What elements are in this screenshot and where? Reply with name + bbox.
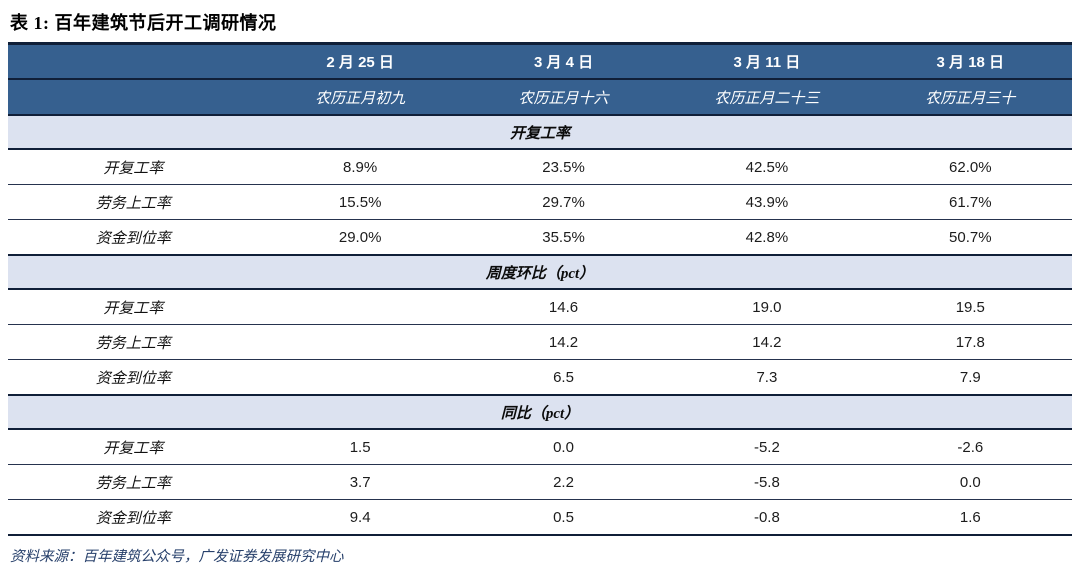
cell-value: 19.0 <box>665 289 869 325</box>
row-label: 劳务上工率 <box>8 184 259 220</box>
lunar-header: 农历正月初九 <box>258 79 462 116</box>
cell-value <box>258 289 462 325</box>
table-row: 劳务上工率 3.7 2.2 -5.8 0.0 <box>8 464 1072 500</box>
source-note: 资料来源：百年建筑公众号，广发证券发展研究中心 <box>10 549 344 565</box>
date-header: 2 月 25 日 <box>258 43 462 80</box>
cell-value: 35.5% <box>461 219 666 256</box>
cell-value: -0.8 <box>665 499 869 536</box>
row-label: 资金到位率 <box>8 499 259 536</box>
date-header: 3 月 18 日 <box>868 43 1072 80</box>
cell-value: -5.2 <box>665 429 869 465</box>
cell-value: 9.4 <box>258 499 462 536</box>
date-header-row: 2 月 25 日 3 月 4 日 3 月 11 日 3 月 18 日 <box>8 43 1072 80</box>
table-row: 资金到位率 9.4 0.5 -0.8 1.6 <box>8 499 1072 536</box>
cell-value <box>258 324 462 360</box>
row-label: 资金到位率 <box>8 219 259 256</box>
lunar-header: 农历正月三十 <box>868 79 1072 116</box>
cell-value: 14.2 <box>665 324 869 360</box>
table-row: 开复工率 1.5 0.0 -5.2 -2.6 <box>8 429 1072 465</box>
table-row: 资金到位率 29.0% 35.5% 42.8% 50.7% <box>8 219 1072 256</box>
row-label: 开复工率 <box>8 149 259 185</box>
cell-value: 23.5% <box>461 149 666 185</box>
cell-value: 42.5% <box>665 149 869 185</box>
cell-value: 7.3 <box>665 359 869 396</box>
cell-value: 62.0% <box>868 149 1072 185</box>
section-header: 开复工率 <box>8 114 1072 150</box>
table-row: 开复工率 8.9% 23.5% 42.5% 62.0% <box>8 149 1072 185</box>
survey-table: 2 月 25 日 3 月 4 日 3 月 11 日 3 月 18 日 农历正月初… <box>8 42 1072 536</box>
cell-value: 6.5 <box>461 359 666 396</box>
cell-value: 29.0% <box>258 219 462 256</box>
section-header: 周度环比（pct） <box>8 254 1072 290</box>
lunar-header: 农历正月十六 <box>461 79 666 116</box>
cell-value: 14.2 <box>461 324 666 360</box>
table-title: 表 1: 百年建筑节后开工调研情况 <box>10 13 277 33</box>
date-header: 3 月 4 日 <box>461 43 666 80</box>
corner-cell <box>8 79 259 116</box>
cell-value: 7.9 <box>868 359 1072 396</box>
cell-value: 1.5 <box>258 429 462 465</box>
section-header-row: 周度环比（pct） <box>8 254 1072 290</box>
cell-value: 3.7 <box>258 464 462 500</box>
cell-value: 0.5 <box>461 499 666 536</box>
cell-value: 2.2 <box>461 464 666 500</box>
section-header: 同比（pct） <box>8 394 1072 430</box>
cell-value: 14.6 <box>461 289 666 325</box>
table-row: 劳务上工率 15.5% 29.7% 43.9% 61.7% <box>8 184 1072 220</box>
row-label: 开复工率 <box>8 289 259 325</box>
cell-value: 61.7% <box>868 184 1072 220</box>
row-label: 开复工率 <box>8 429 259 465</box>
cell-value: -5.8 <box>665 464 869 500</box>
section-header-row: 开复工率 <box>8 114 1072 150</box>
row-label: 劳务上工率 <box>8 324 259 360</box>
table-row: 劳务上工率 14.2 14.2 17.8 <box>8 324 1072 360</box>
cell-value: 43.9% <box>665 184 869 220</box>
table-row: 资金到位率 6.5 7.3 7.9 <box>8 359 1072 396</box>
corner-cell <box>8 43 259 80</box>
lunar-header-row: 农历正月初九 农历正月十六 农历正月二十三 农历正月三十 <box>8 79 1072 116</box>
cell-value: 50.7% <box>868 219 1072 256</box>
cell-value: 15.5% <box>258 184 462 220</box>
section-header-row: 同比（pct） <box>8 394 1072 430</box>
cell-value: 42.8% <box>665 219 869 256</box>
date-header: 3 月 11 日 <box>665 43 869 80</box>
report-table-page: 表 1: 百年建筑节后开工调研情况 2 月 25 日 3 月 4 日 3 月 1… <box>0 9 1080 566</box>
cell-value: 0.0 <box>461 429 666 465</box>
cell-value: 1.6 <box>868 499 1072 536</box>
cell-value: 19.5 <box>868 289 1072 325</box>
lunar-header: 农历正月二十三 <box>665 79 869 116</box>
cell-value: -2.6 <box>868 429 1072 465</box>
row-label: 劳务上工率 <box>8 464 259 500</box>
cell-value: 17.8 <box>868 324 1072 360</box>
table-row: 开复工率 14.6 19.0 19.5 <box>8 289 1072 325</box>
cell-value: 8.9% <box>258 149 462 185</box>
cell-value: 0.0 <box>868 464 1072 500</box>
row-label: 资金到位率 <box>8 359 259 396</box>
cell-value <box>258 359 462 396</box>
cell-value: 29.7% <box>461 184 666 220</box>
